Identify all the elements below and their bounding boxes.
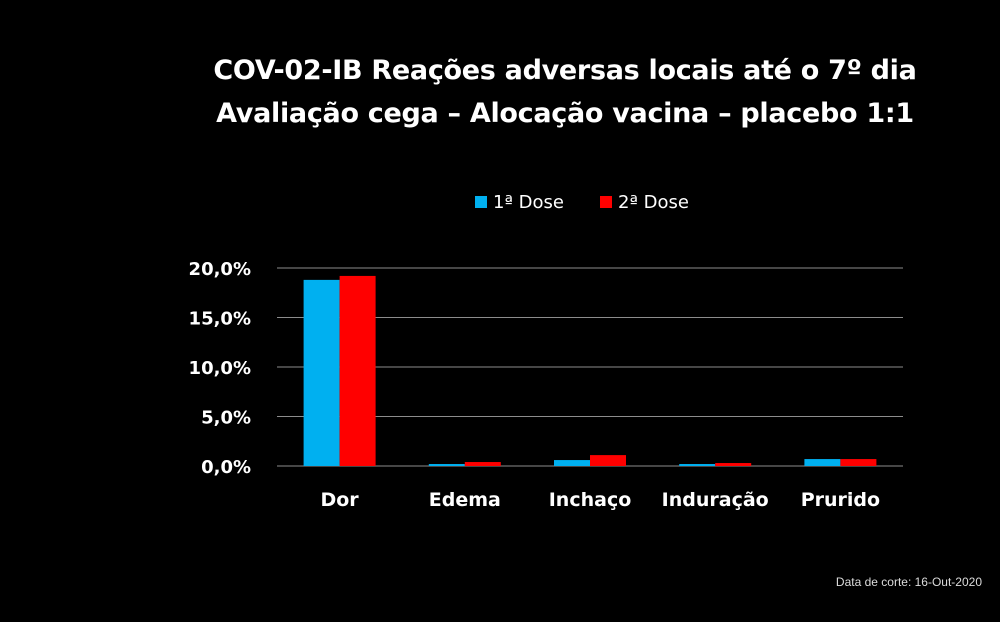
x-tick-label: Inchaço bbox=[549, 489, 632, 511]
bar-dose2 bbox=[339, 275, 376, 466]
legend-label-2: 2ª Dose bbox=[618, 192, 689, 213]
legend-swatch-2 bbox=[600, 196, 612, 208]
y-tick-label: 0,0% bbox=[201, 457, 251, 478]
bar-dose1 bbox=[554, 460, 590, 466]
x-tick-label: Edema bbox=[429, 489, 501, 511]
x-tick-label: Prurido bbox=[801, 489, 880, 511]
legend-label-1: 1ª Dose bbox=[493, 192, 564, 213]
bar-dose2 bbox=[464, 462, 501, 466]
chart-title-line-1: COV-02-IB Reações adversas locais até o … bbox=[213, 55, 917, 86]
bar-dose1 bbox=[303, 279, 340, 466]
y-tick-label: 15,0% bbox=[189, 309, 251, 330]
bar-dose1 bbox=[428, 464, 465, 466]
y-tick-label: 5,0% bbox=[201, 408, 251, 429]
x-tick-label: Induração bbox=[662, 489, 769, 511]
chart-title-line-2: Avaliação cega – Alocação vacina – place… bbox=[216, 98, 914, 129]
bar-dose2 bbox=[590, 455, 626, 466]
x-tick-label: Dor bbox=[320, 489, 359, 511]
y-tick-label: 20,0% bbox=[189, 259, 251, 280]
bar-dose1 bbox=[679, 464, 716, 466]
data-cutoff-note: Data de corte: 16-Out-2020 bbox=[835, 575, 982, 589]
legend-swatch-1 bbox=[475, 196, 487, 208]
bar-dose1 bbox=[804, 459, 841, 466]
bar-dose2 bbox=[840, 459, 877, 466]
bar-dose2 bbox=[715, 463, 752, 466]
y-tick-label: 10,0% bbox=[189, 358, 251, 379]
